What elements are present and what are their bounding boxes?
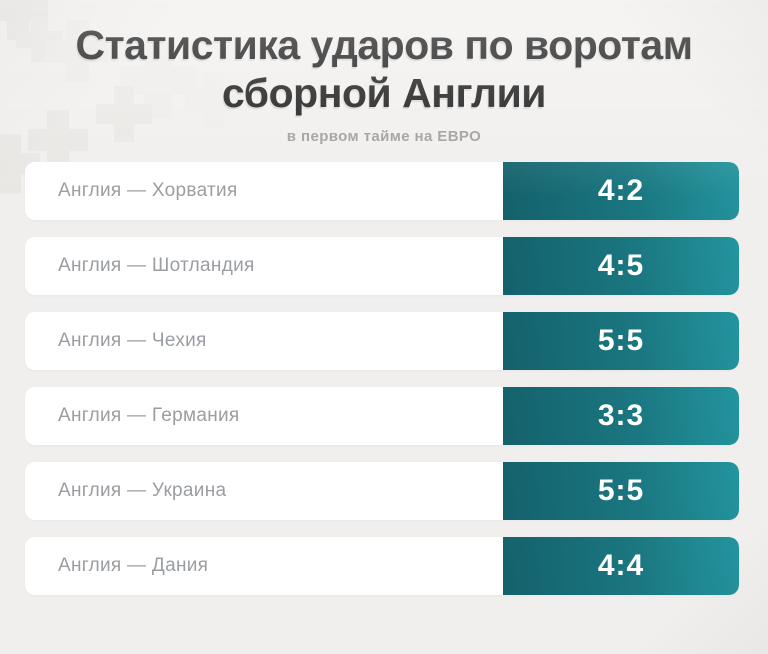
score-badge: 4:2 [503, 162, 739, 220]
score-badge: 3:3 [503, 387, 739, 445]
score-badge: 5:5 [503, 462, 739, 520]
match-label: Англия — Украина [58, 480, 227, 501]
page-title: Статистика ударов по воротам сборной Англ… [0, 22, 768, 117]
plus-icon [185, 72, 240, 127]
plus-icon [28, 110, 88, 170]
match-row: Англия — Дания 4:4 [25, 537, 739, 595]
header: Статистика ударов по воротам сборной Англ… [0, 0, 768, 145]
score-badge: 4:4 [503, 537, 739, 595]
title-line-2: сборной Англии [222, 69, 546, 116]
score-badge: 4:5 [503, 237, 739, 295]
match-row: Англия — Хорватия 4:2 [25, 162, 739, 220]
plus-icon [46, 20, 108, 82]
title-line-1: Статистика ударов по воротам [75, 22, 693, 68]
score-badge: 5:5 [503, 312, 739, 370]
subtitle: в первом тайме на ЕВРО [286, 128, 482, 146]
match-row: Англия — Чехия 5:5 [25, 312, 739, 370]
match-row: Англия — Шотландия 4:5 [25, 237, 739, 295]
match-label: Англия — Чехия [58, 330, 207, 351]
plus-icon [96, 86, 152, 142]
match-row: Англия — Украина 5:5 [25, 462, 739, 520]
match-label: Англия — Германия [58, 405, 240, 426]
match-label: Англия — Хорватия [58, 180, 238, 201]
match-row: Англия — Германия 3:3 [25, 387, 739, 445]
match-list: Англия — Хорватия 4:2 Англия — Шотландия… [25, 162, 739, 595]
match-label: Англия — Шотландия [58, 255, 255, 276]
match-label: Англия — Дания [58, 555, 209, 576]
plus-icon [16, 16, 62, 62]
plus-icon [0, 0, 48, 40]
